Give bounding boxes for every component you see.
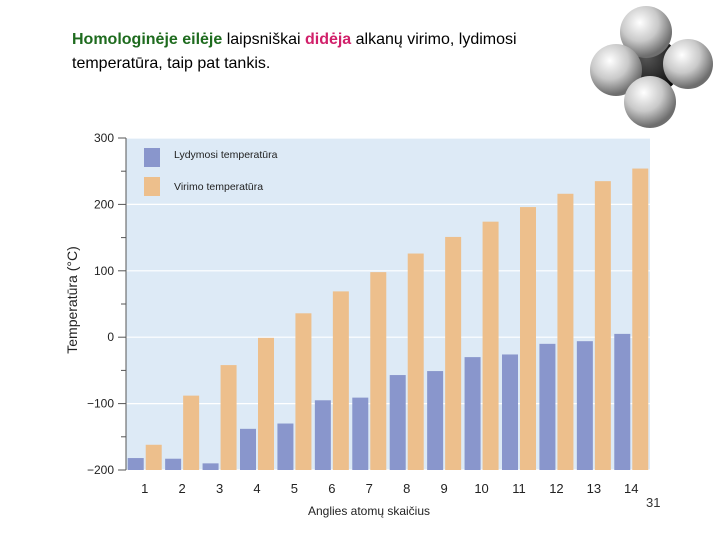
x-tick-label: 12 [549, 481, 563, 496]
x-tick-label: 7 [366, 481, 373, 496]
bar-melting [389, 375, 406, 470]
bar-boiling [220, 365, 237, 470]
y-tick-label: −100 [87, 397, 114, 411]
bar-boiling [370, 272, 387, 470]
slide-number: 31 [646, 495, 661, 510]
heading-text-2: alkanų virimo, lydimosi temperatūra, tai… [72, 31, 517, 72]
bar-boiling [557, 193, 574, 470]
bar-boiling [482, 221, 499, 470]
x-tick-label: 5 [291, 481, 298, 496]
y-tick-label: 0 [107, 330, 114, 344]
y-tick-label: 100 [94, 264, 114, 278]
bar-boiling [258, 337, 274, 470]
x-tick-label: 4 [253, 481, 260, 496]
heading-text-1: laipsniškai [222, 31, 305, 48]
bar-melting [539, 343, 556, 470]
bar-melting [127, 458, 144, 470]
bar-melting [464, 357, 481, 470]
bar-boiling [594, 181, 611, 470]
y-tick-label: −200 [87, 463, 114, 477]
x-tick-label: 3 [216, 481, 223, 496]
bar-melting [314, 400, 331, 470]
legend-swatch-melting [144, 148, 160, 167]
bar-melting [427, 371, 444, 470]
bar-melting [576, 341, 593, 470]
heading-highlight-increases: didėja [304, 31, 352, 48]
bar-boiling [520, 207, 536, 470]
x-tick-label: 13 [587, 481, 601, 496]
x-axis-title: Anglies atomų skaičius [308, 504, 430, 518]
x-tick-label: 11 [512, 481, 526, 496]
bar-melting [202, 463, 219, 470]
y-ticks: 300 200 100 0 −100 −200 [87, 131, 126, 477]
bar-melting [352, 397, 369, 470]
methane-molecule-image [590, 6, 713, 128]
bar-melting [165, 458, 182, 470]
x-tick-label: 10 [474, 481, 488, 496]
heading-highlight-homologous: Homologinėje eilėje [72, 31, 223, 48]
bars [127, 168, 649, 470]
x-tick-label: 9 [441, 481, 448, 496]
bar-melting [614, 333, 631, 470]
x-tick-labels: 1 2 3 4 5 6 7 8 9 10 11 12 13 14 [141, 481, 638, 496]
x-tick-label: 2 [179, 481, 186, 496]
x-tick-label: 1 [141, 481, 148, 496]
y-tick-label: 200 [94, 197, 114, 211]
bar-boiling [445, 236, 462, 470]
bar-boiling [295, 313, 312, 470]
x-tick-label: 8 [403, 481, 410, 496]
bar-melting [502, 354, 518, 470]
bar-boiling [145, 444, 162, 470]
x-tick-label: 6 [328, 481, 335, 496]
bar-boiling [407, 253, 424, 470]
bar-melting [277, 423, 294, 470]
bar-boiling [332, 291, 349, 470]
bar-boiling [183, 395, 200, 470]
legend-label-boiling: Virimo temperatūra [174, 181, 263, 193]
x-tick-label: 14 [624, 481, 638, 496]
y-tick-label: 300 [94, 131, 114, 145]
bar-boiling [632, 168, 649, 470]
legend-swatch-boiling [144, 177, 160, 196]
y-axis-title: Temperatūra (°C) [64, 246, 80, 354]
legend-label-melting: Lydymosi temperatūra [174, 149, 278, 161]
slide-heading: Homologinėje eilėje laipsniškai didėja a… [72, 28, 592, 76]
bar-melting [240, 428, 256, 470]
